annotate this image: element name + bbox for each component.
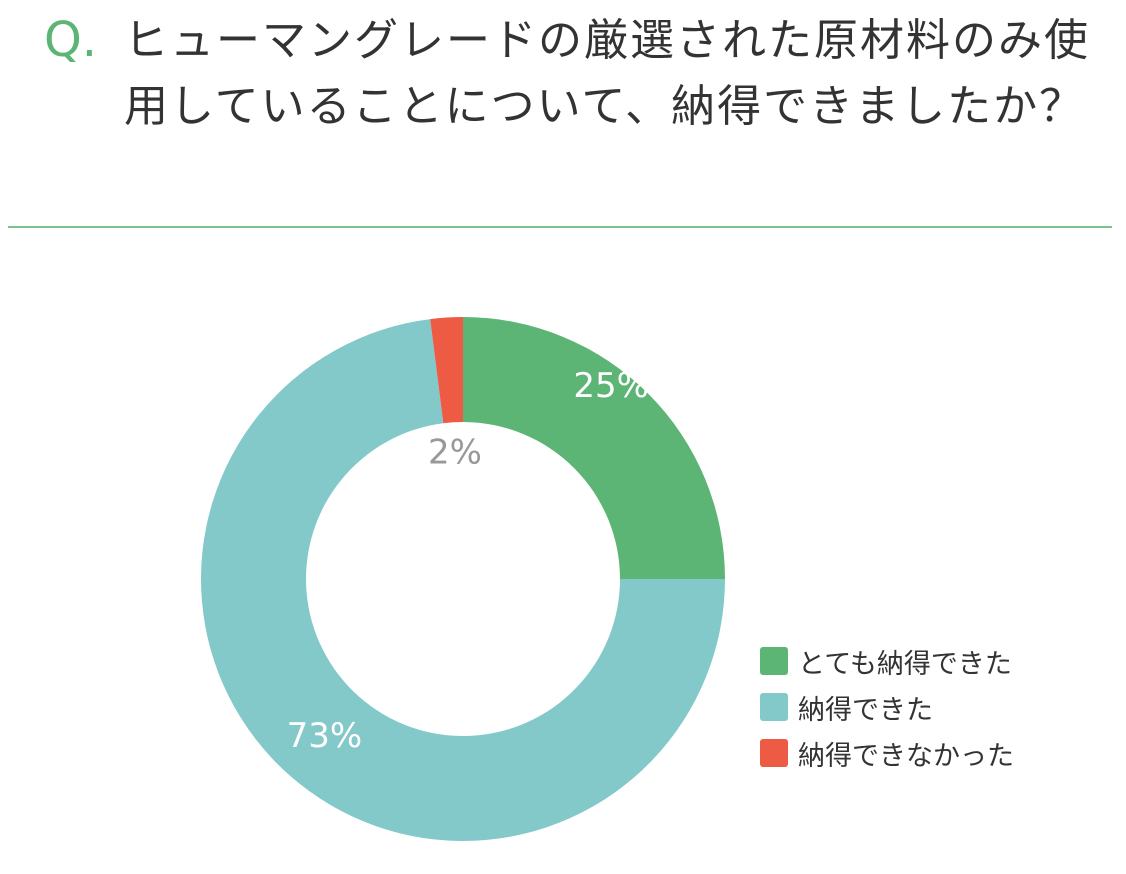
legend-label: 納得できなかった xyxy=(798,740,1014,772)
legend-swatch xyxy=(760,693,788,721)
legend-label: とても納得できた xyxy=(798,648,1012,680)
legend-item-satisfied: 納得できた xyxy=(760,684,1014,730)
slice-not-satisfied xyxy=(430,317,463,424)
legend-label: 納得できた xyxy=(798,694,933,726)
slice-satisfied xyxy=(201,319,726,842)
question-text: ヒューマングレードの厳選された原材料のみ使用していることについて、納得できました… xyxy=(124,15,1090,132)
chart-legend: とても納得できた 納得できた 納得できなかった xyxy=(760,638,1014,776)
data-label-satisfied: 73% xyxy=(287,716,363,756)
divider xyxy=(8,226,1112,228)
data-label-very-satisfied: 25% xyxy=(573,366,649,406)
legend-item-not-satisfied: 納得できなかった xyxy=(760,730,1014,776)
legend-swatch xyxy=(760,647,788,675)
legend-swatch xyxy=(760,739,788,767)
slice-very-satisfied xyxy=(463,317,725,579)
question-prefix: Q. xyxy=(44,12,98,68)
data-label-not-satisfied: 2% xyxy=(428,432,482,472)
legend-item-very-satisfied: とても納得できた xyxy=(760,638,1014,684)
